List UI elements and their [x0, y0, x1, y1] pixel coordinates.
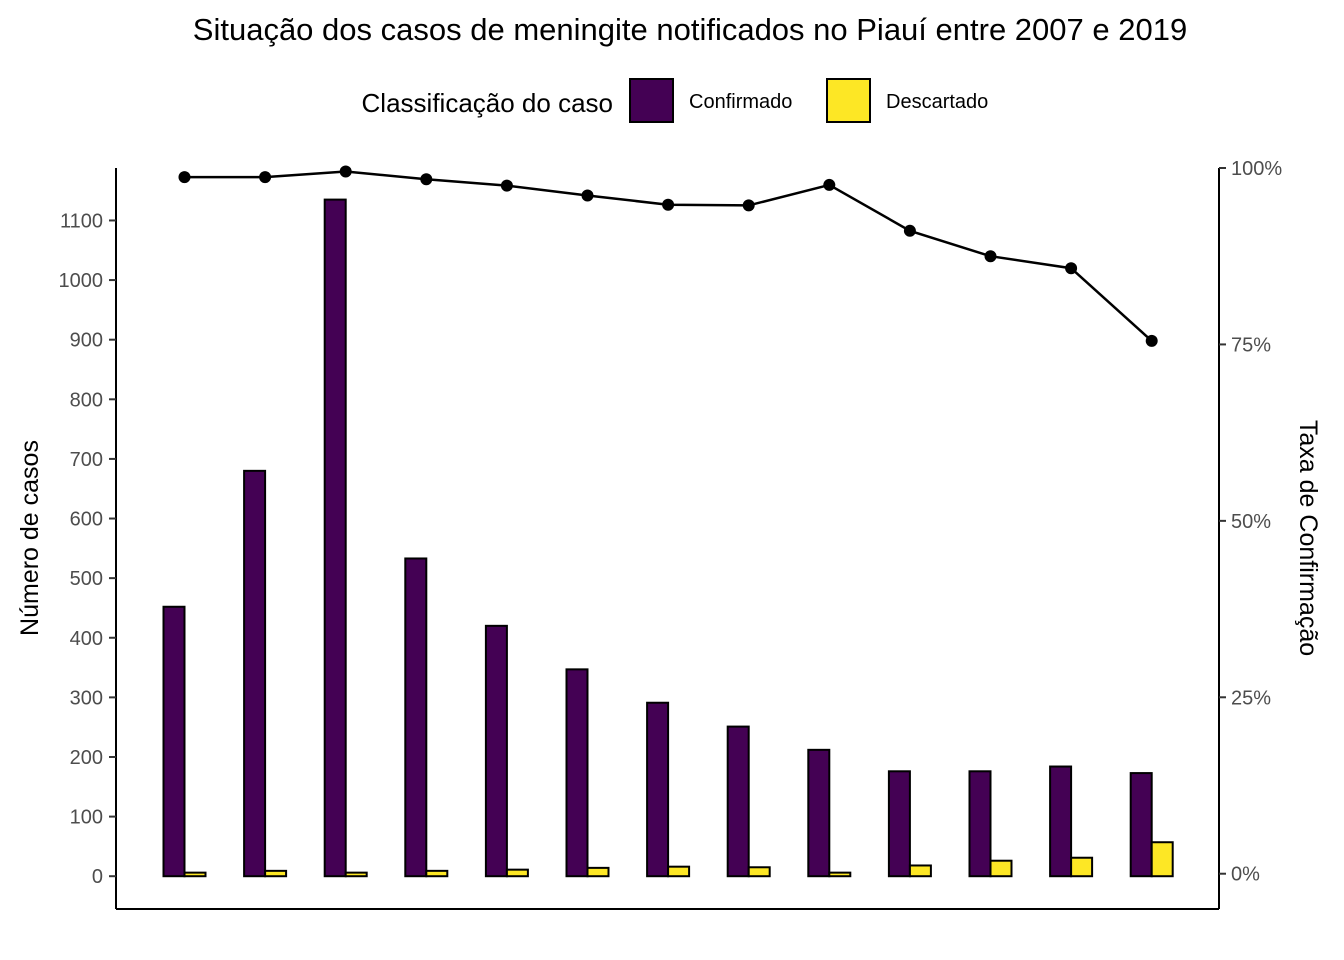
y-tick-label-left: 300 — [70, 687, 103, 709]
y-tick-label-left: 500 — [70, 568, 103, 590]
confirmation-rate-point-9 — [823, 178, 836, 191]
y-tick-label-left: 900 — [70, 330, 103, 352]
legend-swatch-confirmado — [629, 78, 674, 123]
bar-confirmado-8 — [726, 725, 750, 878]
y-tick-label-left: 100 — [70, 807, 103, 829]
chart-title: Situação dos casos de meningite notifica… — [193, 12, 1187, 47]
confirmation-rate-point-4 — [420, 173, 433, 186]
bar-descartado-5 — [505, 868, 529, 878]
bar-descartado-2 — [264, 869, 288, 878]
y-tick-label-right: 100% — [1231, 158, 1282, 180]
bar-descartado-1 — [183, 871, 207, 878]
bar-confirmado-7 — [646, 701, 670, 878]
confirmation-rate-point-5 — [500, 179, 513, 192]
y-tick-label-left: 800 — [70, 389, 103, 411]
confirmation-rate-point-3 — [339, 165, 352, 178]
y-tick-label-left: 1000 — [59, 270, 104, 292]
y-tick-label-right: 50% — [1231, 511, 1271, 533]
bar-descartado-11 — [989, 859, 1013, 878]
bar-descartado-7 — [667, 865, 691, 878]
bar-confirmado-13 — [1129, 772, 1153, 878]
bar-confirmado-2 — [243, 469, 267, 878]
bar-descartado-10 — [908, 864, 932, 878]
confirmation-rate-point-12 — [1065, 262, 1078, 275]
bar-confirmado-5 — [484, 624, 508, 878]
bar-descartado-8 — [747, 866, 771, 878]
y-tick-label-right: 0% — [1231, 864, 1260, 886]
bar-confirmado-10 — [887, 770, 911, 878]
bar-confirmado-12 — [1049, 765, 1073, 878]
y-tick-label-left: 700 — [70, 449, 103, 471]
bar-confirmado-3 — [323, 198, 347, 878]
y-tick-label-right: 75% — [1231, 334, 1271, 356]
confirmation-rate-point-8 — [742, 199, 755, 212]
confirmation-rate-point-6 — [581, 189, 594, 202]
confirmation-rate-point-11 — [984, 250, 997, 263]
y-tick-label-left: 400 — [70, 628, 103, 650]
axes-layer: 0 100 200 300 400 500 600 700 800 900 1000 1100 0% 25… — [59, 158, 1282, 910]
y-axis-title-right: Taxa de Confirmação — [1294, 420, 1322, 656]
line-layer — [178, 165, 1158, 347]
bar-confirmado-9 — [807, 748, 831, 878]
legend-label-descartado: Descartado — [886, 91, 988, 113]
bar-confirmado-4 — [404, 557, 428, 878]
bar-descartado-12 — [1070, 856, 1094, 878]
y-tick-label-left: 200 — [70, 747, 103, 769]
legend-title: Classificação do caso — [362, 88, 613, 118]
y-tick-label-left: 1100 — [60, 210, 103, 232]
y-tick-label-right: 25% — [1231, 687, 1271, 709]
y-tick-label-left: 600 — [70, 509, 103, 531]
legend-label-confirmado: Confirmado — [689, 91, 792, 113]
confirmation-rate-point-1 — [178, 171, 191, 184]
confirmation-rate-point-7 — [662, 198, 675, 211]
bar-descartado-6 — [586, 866, 610, 878]
bar-confirmado-6 — [565, 668, 589, 878]
bar-descartado-4 — [425, 869, 449, 878]
bar-descartado-3 — [344, 871, 368, 878]
bars-layer — [162, 198, 1174, 878]
bar-confirmado-1 — [162, 605, 186, 878]
bar-descartado-9 — [828, 871, 852, 878]
bar-confirmado-11 — [968, 770, 992, 878]
y-axis-title-left: Número de casos — [16, 440, 44, 636]
confirmation-rate-point-2 — [259, 171, 272, 184]
y-tick-label-left: 0 — [92, 866, 103, 888]
confirmation-rate-point-13 — [1145, 334, 1158, 347]
confirmation-rate-point-10 — [903, 224, 916, 237]
bar-descartado-13 — [1150, 841, 1174, 878]
legend-swatch-descartado — [826, 78, 871, 123]
legend: Classificação do caso Confirmado Descart… — [362, 78, 988, 123]
